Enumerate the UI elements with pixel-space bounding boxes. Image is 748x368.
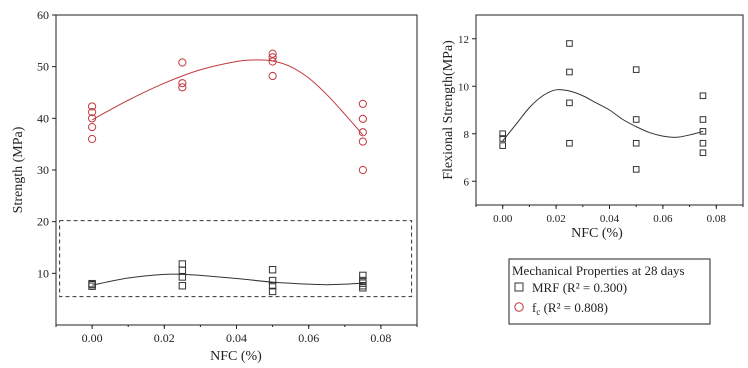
strength-fc-point bbox=[178, 58, 187, 67]
strength-x-axis-label: NFC (%) bbox=[210, 349, 262, 364]
flexural-mrf-point bbox=[566, 139, 573, 147]
strength-x-axis-ticks: 0.00 0.02 0.04 0.06 0.08 bbox=[55, 325, 418, 345]
strength-x-tick-label: 0.06 bbox=[298, 331, 319, 345]
strength-fc-fit-curve bbox=[91, 59, 364, 136]
strength-mrf-point bbox=[359, 284, 367, 292]
flexural-mrf-point bbox=[566, 99, 573, 107]
strength-fc-point bbox=[88, 123, 97, 132]
legend-fc-circle-marker bbox=[514, 302, 524, 312]
strength-fc-point bbox=[358, 114, 367, 123]
legend-fc-label-main: f bbox=[532, 300, 537, 315]
flexural-x-tick-label: 0.02 bbox=[546, 213, 565, 225]
strength-mrf-point bbox=[178, 282, 187, 290]
flexural-y-tick-label: 8 bbox=[464, 129, 470, 141]
flexural-mrf-point bbox=[632, 66, 640, 73]
strength-fc-point bbox=[88, 134, 97, 144]
flexural-mrf-point bbox=[499, 130, 506, 138]
strength-mrf-fit-curve bbox=[92, 273, 363, 286]
strength-mrf-point bbox=[178, 260, 187, 268]
strength-x-tick-label: 0.00 bbox=[82, 331, 103, 345]
legend-mrf-square-marker bbox=[514, 282, 524, 292]
legend-mrf-label: MRF (R² = 0.300) bbox=[532, 280, 627, 295]
flexural-mrf-fit-curve bbox=[502, 89, 704, 142]
flexural-y-axis-ticks: 6 8 10 12 bbox=[458, 34, 476, 188]
flexural-x-tick-label: 0.06 bbox=[653, 213, 673, 225]
strength-fc-point bbox=[268, 57, 277, 66]
legend-frame bbox=[508, 258, 711, 325]
legend-fc-label: fc (R² = 0.808) bbox=[532, 300, 608, 317]
flexural-mrf-point bbox=[699, 128, 707, 135]
strength-fc-point bbox=[88, 108, 97, 117]
flexural-mrf-point bbox=[699, 116, 707, 123]
strength-fc-point bbox=[358, 128, 367, 137]
strength-mrf-point bbox=[268, 287, 277, 296]
strength-mrf-point bbox=[268, 276, 277, 285]
flexural-mrf-point bbox=[566, 68, 573, 76]
strength-y-axis-label: Strength (MPa) bbox=[11, 126, 26, 213]
strength-x-tick-label: 0.08 bbox=[370, 331, 391, 345]
strength-mrf-point bbox=[268, 282, 277, 290]
strength-fc-point bbox=[268, 53, 277, 62]
strength-fc-point bbox=[358, 137, 367, 146]
flexural-mrf-point bbox=[699, 92, 707, 100]
strength-fc-point bbox=[178, 83, 187, 92]
flexural-mrf-point bbox=[632, 116, 640, 123]
strength-fc-point bbox=[268, 49, 277, 58]
strength-fc-point bbox=[358, 165, 367, 175]
flexural-y-axis-label: Flexional Strength(MPa) bbox=[441, 40, 456, 180]
legend-title: Mechanical Properties at 28 days bbox=[512, 263, 685, 278]
flexural-mrf-point bbox=[632, 139, 640, 147]
strength-y-tick-label: 30 bbox=[37, 163, 49, 177]
flexural-y-tick-label: 6 bbox=[464, 176, 470, 188]
flexural-y-tick-label: 10 bbox=[458, 81, 470, 93]
strength-fc-point bbox=[358, 99, 367, 108]
strength-mrf-point bbox=[268, 266, 277, 274]
flexural-x-axis-label: NFC (%) bbox=[571, 226, 623, 241]
strength-fc-point bbox=[268, 71, 277, 81]
mrf-zoom-region-box bbox=[59, 220, 413, 298]
strength-mrf-point bbox=[359, 271, 367, 280]
flexural-x-tick-label: 0.00 bbox=[493, 213, 513, 225]
flexural-x-tick-label: 0.04 bbox=[600, 213, 620, 225]
legend-fc-label-rest: (R² = 0.808) bbox=[540, 300, 608, 315]
strength-x-tick-label: 0.04 bbox=[226, 331, 247, 345]
flexural-mrf-point bbox=[499, 135, 506, 142]
legend-fc-label-subscript: c bbox=[536, 307, 540, 317]
strength-chart: 10 20 30 40 50 60 0.00 0.02 0.04 0.06 0.08 Streng… bbox=[11, 8, 418, 364]
flexural-mrf-point bbox=[699, 149, 707, 157]
strength-y-tick-label: 60 bbox=[37, 8, 49, 22]
flexural-mrf-point bbox=[632, 166, 640, 173]
strength-fc-point bbox=[88, 114, 97, 123]
strength-y-tick-label: 20 bbox=[37, 215, 49, 229]
strength-mrf-point bbox=[178, 266, 187, 274]
strength-y-tick-label: 10 bbox=[37, 266, 49, 280]
strength-data-points bbox=[88, 49, 367, 296]
flexural-y-tick-label: 12 bbox=[458, 34, 469, 46]
strength-y-tick-label: 50 bbox=[37, 60, 49, 74]
flexural-chart: 6 8 10 12 0.00 0.02 0.04 0.06 0.08 Flexional St… bbox=[441, 14, 744, 241]
flexural-x-tick-label: 0.08 bbox=[707, 213, 727, 225]
strength-y-axis-ticks: 10 20 30 40 50 60 bbox=[37, 8, 56, 280]
strength-fc-point bbox=[178, 79, 187, 88]
flexural-fit-curves bbox=[502, 89, 704, 142]
strength-fit-curves bbox=[91, 59, 364, 286]
strength-mrf-point bbox=[88, 279, 96, 288]
mrf-dashed-box bbox=[59, 220, 413, 298]
strength-mrf-point bbox=[359, 276, 367, 285]
flexural-mrf-point bbox=[499, 142, 506, 149]
strength-mrf-point bbox=[88, 282, 96, 290]
flexural-mrf-point bbox=[566, 40, 573, 47]
strength-x-tick-label: 0.02 bbox=[154, 331, 175, 345]
flexural-x-axis-ticks: 0.00 0.02 0.04 0.06 0.08 bbox=[475, 205, 744, 225]
strength-fc-point bbox=[88, 102, 97, 111]
flexural-mrf-point bbox=[699, 139, 707, 147]
strength-y-tick-label: 40 bbox=[37, 111, 49, 125]
flexural-data-points bbox=[499, 40, 707, 173]
legend: Mechanical Properties at 28 days MRF (R²… bbox=[508, 258, 711, 325]
